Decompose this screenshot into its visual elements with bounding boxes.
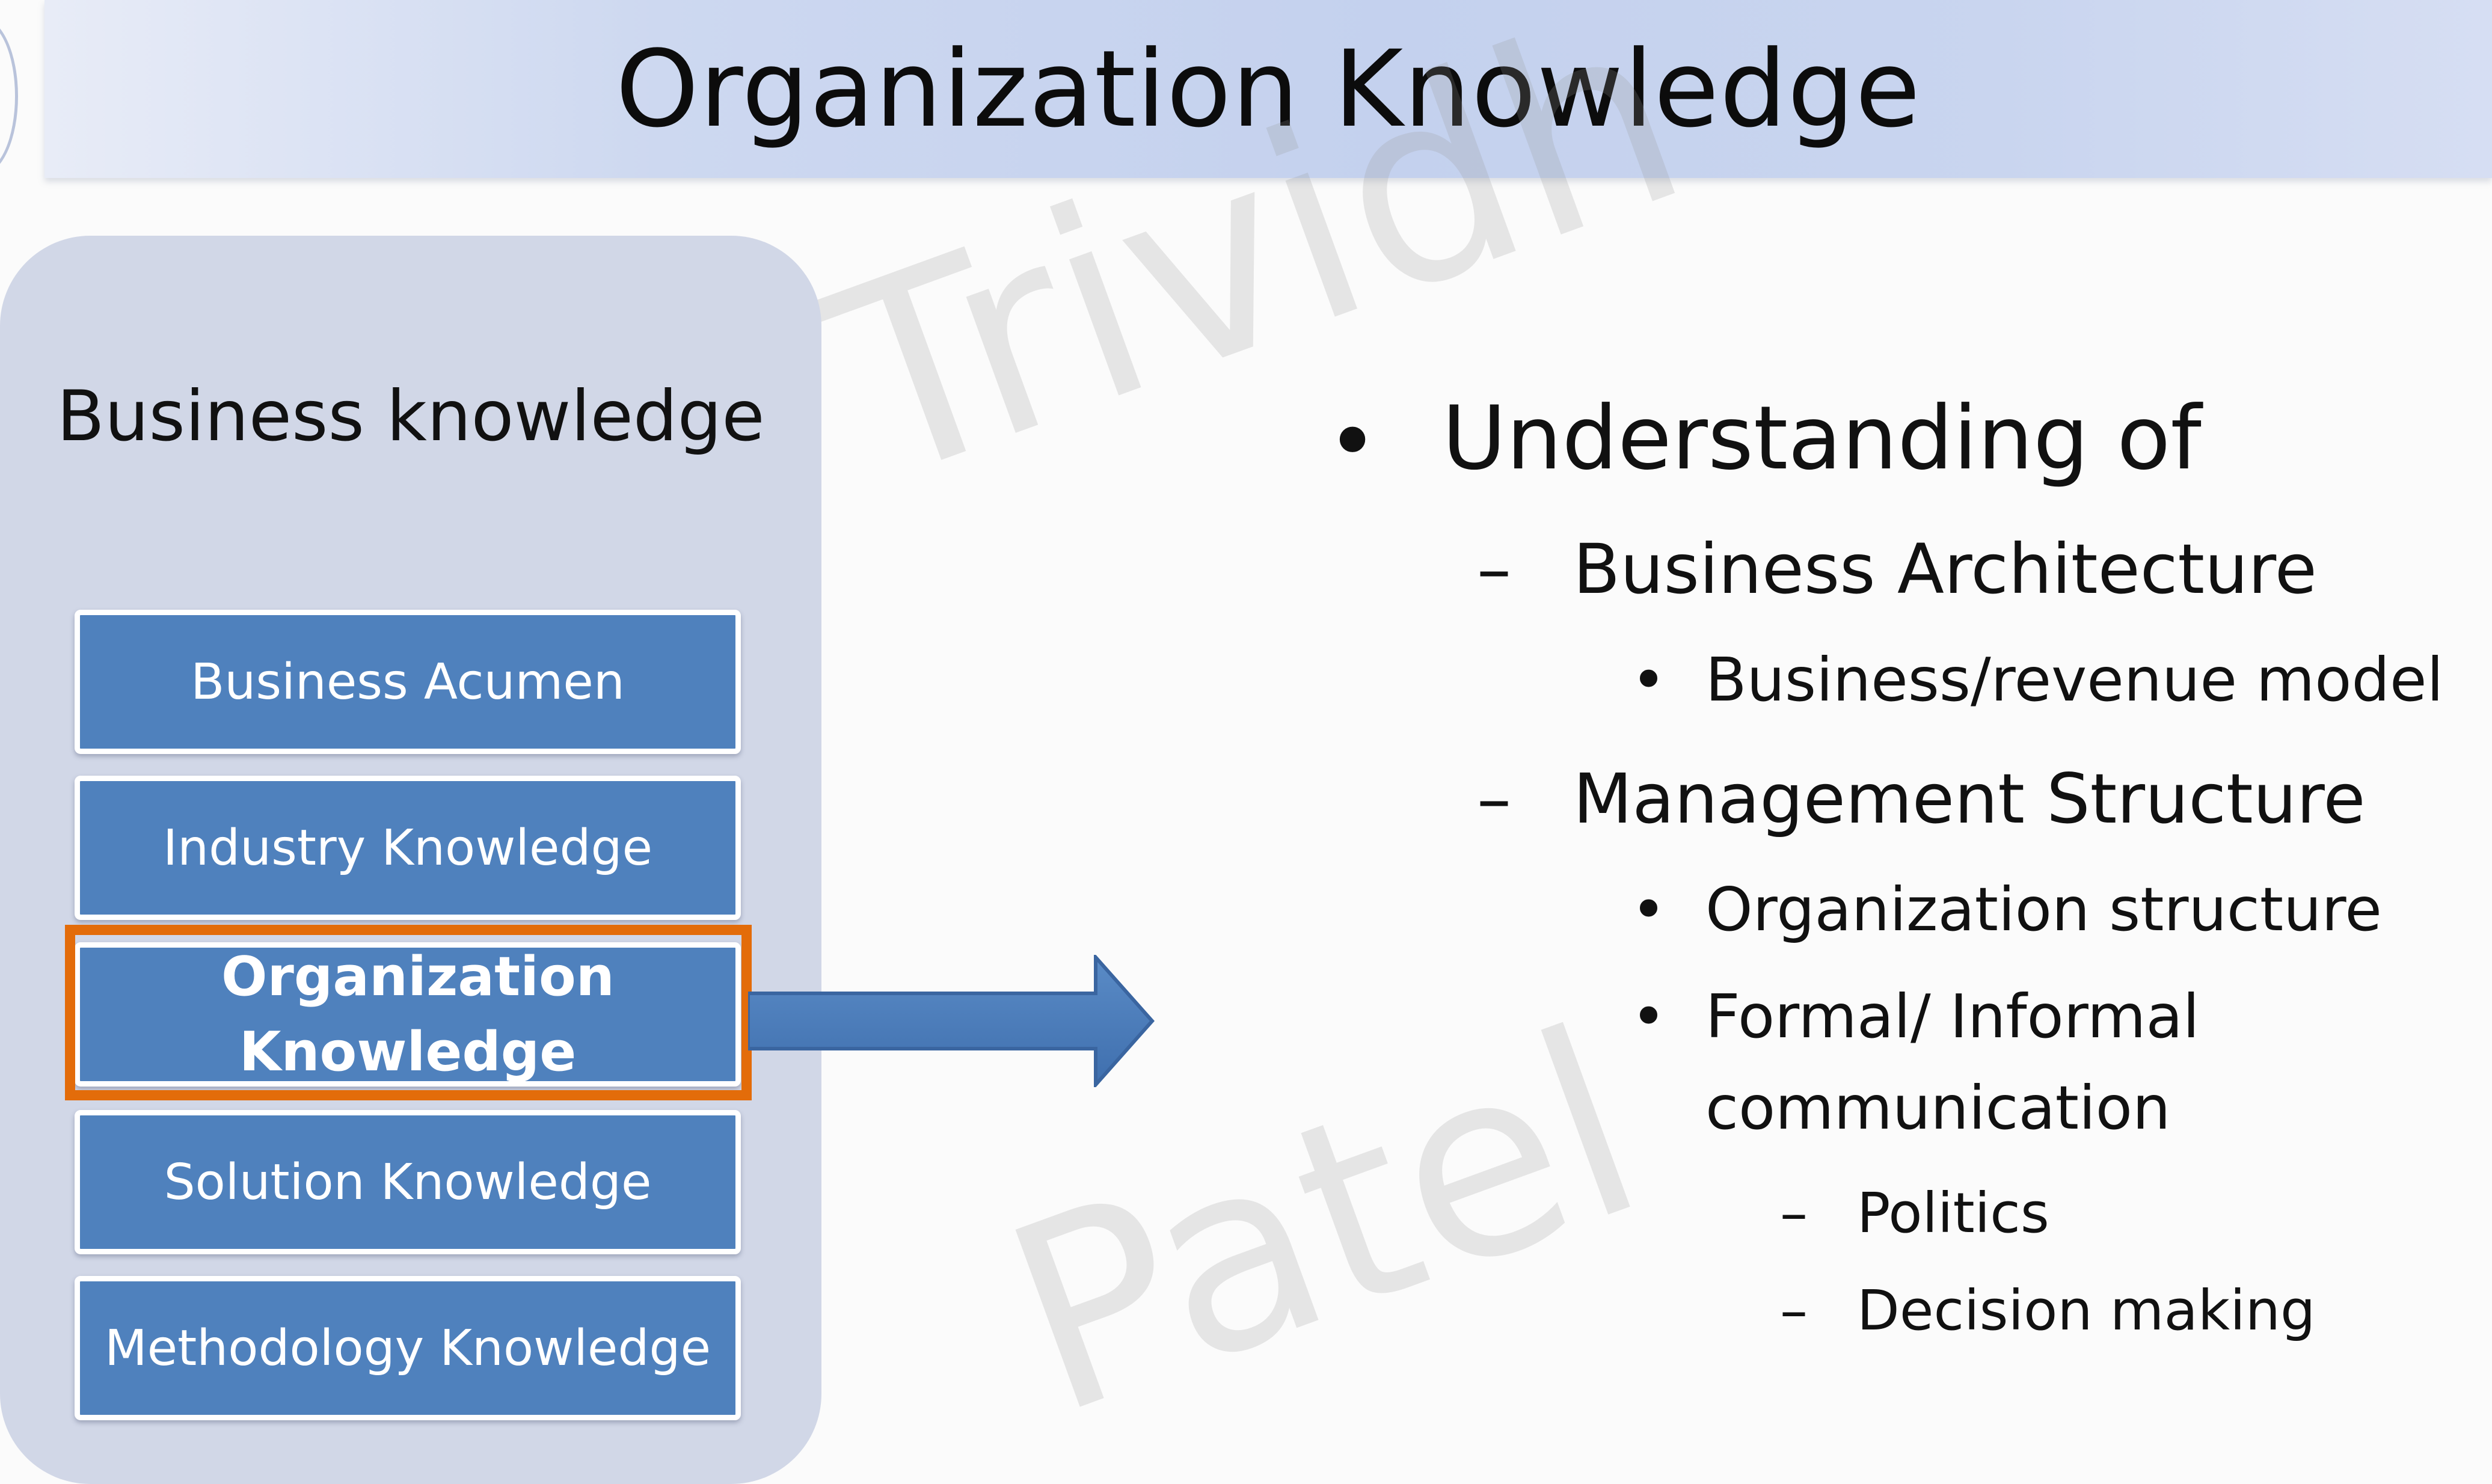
panel-heading: Business knowledge: [57, 376, 765, 457]
bullet-marker: •: [1631, 981, 1666, 1052]
bullet-decision-making: Decision making: [1857, 1278, 2316, 1343]
selected-highlight-frame: [65, 925, 752, 1100]
bullet-understanding-of: Understanding of: [1442, 387, 2202, 489]
title-band: [44, 0, 2492, 178]
dash-marker: –: [1780, 1278, 1808, 1343]
organization-knowledge-box: Organization Knowledge: [75, 942, 741, 1087]
bullet-organization-structure: Organization structure: [1705, 874, 2382, 945]
methodology-knowledge-box: Methodology Knowledge: [75, 1276, 741, 1420]
bullet-marker: •: [1327, 391, 1379, 493]
bullet-business-revenue-model: Business/revenue model: [1705, 645, 2444, 715]
organization-knowledge-text: Organization Knowledge: [221, 945, 615, 1084]
solution-knowledge-box: Solution Knowledge: [75, 1110, 741, 1254]
bullet-formal-informal: Formal/ Informal: [1705, 981, 2200, 1052]
bullet-business-architecture: Business Architecture: [1573, 529, 2317, 609]
dash-marker: –: [1477, 759, 1511, 839]
dash-marker: –: [1477, 529, 1511, 609]
dash-marker: –: [1780, 1181, 1808, 1245]
right-arrow-icon: [748, 955, 1155, 1087]
slide-title: Organization Knowledge: [615, 27, 1921, 151]
bullet-communication: communication: [1705, 1073, 2171, 1143]
business-acumen-box: Business Acumen: [75, 610, 741, 754]
bullet-marker: •: [1631, 874, 1666, 945]
industry-knowledge-box: Industry Knowledge: [75, 776, 741, 920]
organization-knowledge-label: Organization Knowledge: [221, 939, 615, 1090]
bullet-marker: •: [1631, 645, 1666, 715]
bullet-management-structure: Management Structure: [1573, 759, 2366, 839]
bullet-politics: Politics: [1857, 1181, 2049, 1245]
